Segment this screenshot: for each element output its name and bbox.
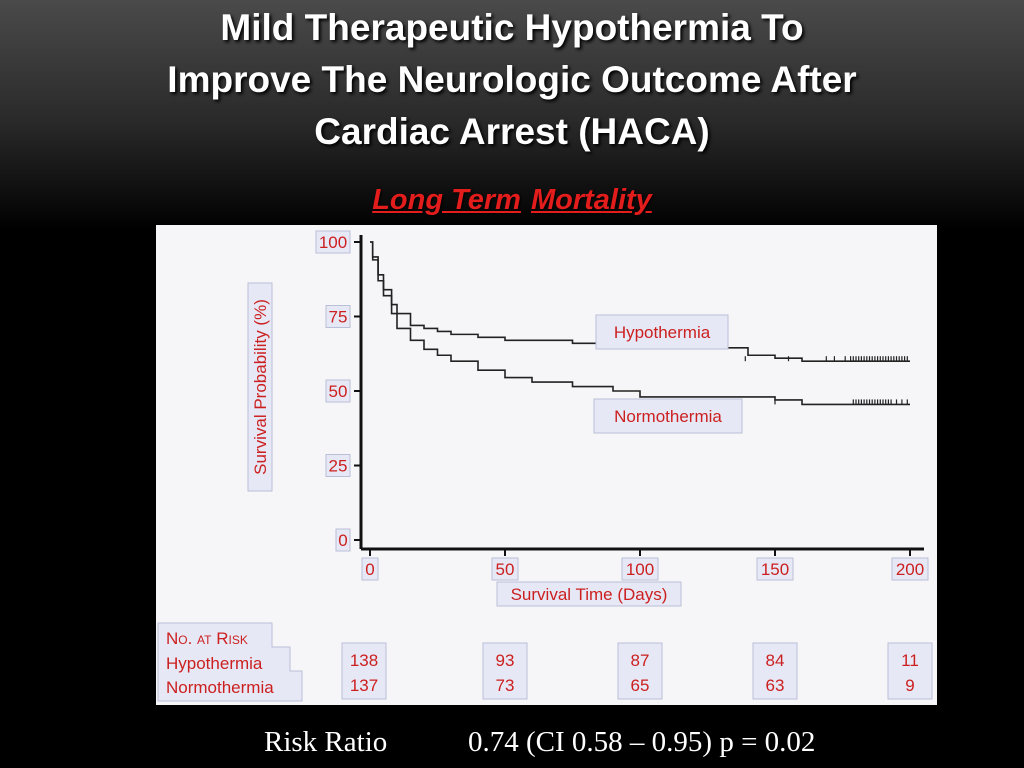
risk-table-row-label: Normothermia [166, 678, 274, 697]
risk-count-hypothermia: 87 [631, 651, 650, 670]
risk-table-cell-box [341, 642, 387, 700]
risk-table-cell-box [887, 642, 933, 700]
chart-panel: 0 25 50 75 100 0 50 100 150 200 Survival Time (Day… [156, 225, 937, 705]
y-axis-label-box [247, 282, 273, 492]
x-axis-label-box [496, 581, 682, 607]
risk-ratio-label: Risk Ratio [264, 726, 388, 758]
annotation-hypothermia-box [595, 314, 729, 350]
annotation-normothermia-box [593, 398, 743, 434]
risk-table-header-box [157, 622, 303, 702]
title-line-3: Cardiac Arrest (HACA) [314, 111, 710, 152]
x-tick-label: 0 [365, 560, 374, 579]
y-tick-label: 100 [319, 233, 347, 252]
y-tick-label-box [325, 379, 351, 403]
y-tick-label: 25 [329, 457, 348, 476]
y-tick-label: 75 [329, 308, 348, 327]
y-tick-label: 0 [338, 531, 347, 550]
risk-table-row-label: Hypothermia [166, 654, 263, 673]
x-tick-label: 100 [626, 560, 654, 579]
risk-table-header: No. at Risk [166, 629, 248, 648]
risk-count-hypothermia: 11 [901, 651, 919, 670]
risk-count-normothermia: 9 [905, 676, 914, 695]
y-tick-label: 50 [329, 382, 348, 401]
subtitle-part-1: Long Term [372, 184, 521, 216]
x-tick-label-box [756, 557, 794, 581]
slide-title: Mild Therapeutic Hypothermia To Improve … [0, 2, 1024, 158]
x-tick-label: 50 [496, 560, 515, 579]
title-line-1: Mild Therapeutic Hypothermia To [220, 7, 804, 48]
y-axis-label: Survival Probability (%) [251, 299, 270, 475]
slide-subtitle: Long Term Mortality [0, 184, 1024, 217]
annotation-normothermia: Normothermia [614, 407, 722, 426]
annotation-hypothermia: Hypothermia [614, 323, 711, 342]
y-tick-label-box [325, 454, 351, 477]
risk-count-hypothermia: 84 [766, 651, 785, 670]
x-tick-label-box [891, 557, 929, 581]
y-tick-label-box [325, 305, 351, 328]
risk-count-normothermia: 73 [496, 676, 515, 695]
x-axis-label: Survival Time (Days) [511, 585, 668, 604]
risk-table-cell-box [752, 642, 798, 700]
risk-count-normothermia: 65 [631, 676, 650, 695]
risk-table-cell-box [617, 642, 663, 700]
x-tick-label-box [621, 557, 659, 581]
title-line-2: Improve The Neurologic Outcome After [167, 59, 857, 100]
risk-ratio-value: 0.74 (CI 0.58 – 0.95) p = 0.02 [468, 726, 816, 758]
series-line-normothermia [370, 241, 910, 406]
risk-count-normothermia: 63 [766, 676, 785, 695]
risk-count-normothermia: 137 [350, 676, 378, 695]
y-tick-label-box [315, 230, 351, 254]
x-tick-label: 200 [896, 560, 924, 579]
risk-count-hypothermia: 93 [496, 651, 515, 670]
risk-count-hypothermia: 138 [350, 651, 378, 670]
risk-table-cell-box [482, 642, 528, 700]
survival-chart: 0 25 50 75 100 0 50 100 150 200 Survival Time (Day… [157, 230, 933, 702]
y-tick-label-box [335, 528, 351, 552]
x-tick-label: 150 [761, 560, 789, 579]
x-tick-label-box [491, 557, 519, 581]
subtitle-part-2: Mortality [530, 184, 652, 216]
x-tick-label-box [361, 557, 379, 581]
